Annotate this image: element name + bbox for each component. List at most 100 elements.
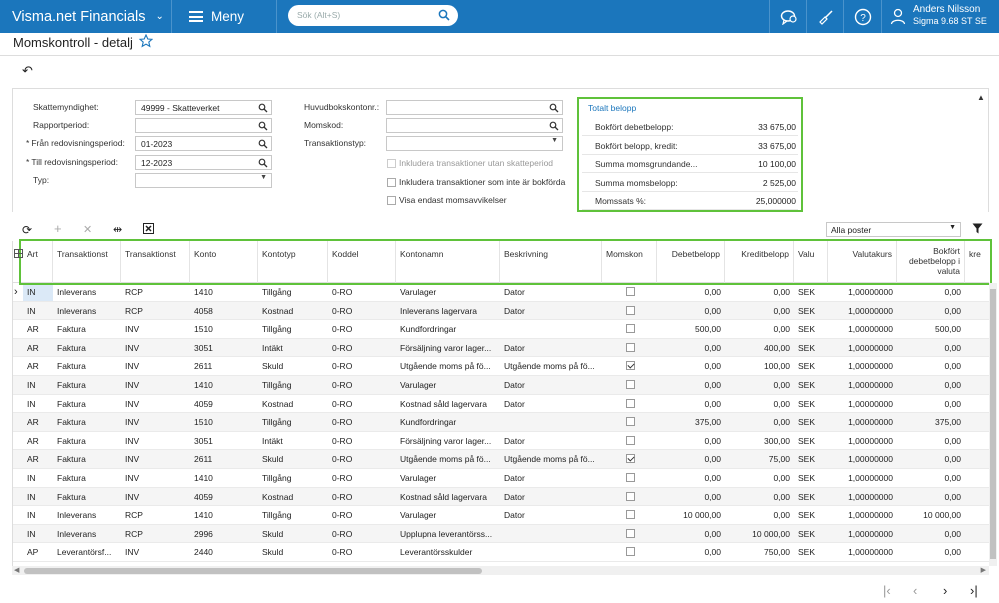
form-field[interactable]: 01-2023 xyxy=(135,136,272,151)
column-header[interactable]: Beskrivning xyxy=(500,241,602,283)
previous-page-icon[interactable]: ‹ xyxy=(913,583,918,598)
lookup-search-icon[interactable] xyxy=(258,158,268,168)
user-menu[interactable]: Anders Nilsson Sigma 9.68 ST SE xyxy=(881,0,999,33)
column-header[interactable]: kre xyxy=(965,241,989,283)
form-field[interactable]: ▼ xyxy=(386,136,563,151)
chat-button[interactable] xyxy=(769,0,807,33)
table-row[interactable]: AR Faktura INV 1510 Tillgång 0-RO Kundfordring… xyxy=(13,320,989,339)
lookup-search-icon[interactable] xyxy=(258,139,268,149)
option-checkbox[interactable] xyxy=(387,159,396,168)
vertical-scroll-thumb[interactable] xyxy=(990,289,996,559)
horizontal-scroll-thumb[interactable] xyxy=(24,568,482,574)
lookup-search-icon[interactable] xyxy=(258,103,268,113)
form-field[interactable]: 49999 - Skatteverket xyxy=(135,100,272,115)
column-header[interactable]: Kreditbelopp xyxy=(725,241,794,283)
column-header[interactable]: Debetbelopp xyxy=(657,241,725,283)
column-header[interactable]: Konto xyxy=(190,241,258,283)
row-checkbox[interactable] xyxy=(625,305,635,315)
fit-columns-icon[interactable]: ⇹ xyxy=(113,224,123,236)
column-header[interactable]: Momskon xyxy=(602,241,657,283)
column-chooser-icon[interactable] xyxy=(14,249,23,258)
table-row[interactable]: AP Leverantörsf... INV 2440 Skuld 0-RO Leveran… xyxy=(13,543,989,562)
row-checkbox[interactable] xyxy=(625,473,635,482)
form-field-value: 01-2023 xyxy=(141,139,173,149)
lookup-search-icon[interactable] xyxy=(549,121,559,131)
table-cell: 0,00 xyxy=(773,510,790,521)
row-checkbox[interactable] xyxy=(625,361,635,371)
row-checkbox[interactable] xyxy=(625,287,635,296)
row-checkbox[interactable] xyxy=(625,435,635,445)
table-cell: Faktura xyxy=(57,491,86,502)
undo-button[interactable]: ↶ xyxy=(22,63,33,79)
column-header[interactable]: Transaktionst xyxy=(53,241,121,283)
row-checkbox[interactable] xyxy=(625,547,635,557)
totals-title[interactable]: Totalt belopp xyxy=(588,103,637,113)
option-checkbox[interactable] xyxy=(387,178,396,187)
column-header[interactable]: Valu xyxy=(794,241,828,283)
table-row[interactable]: IN Faktura INV 1410 Tillgång 0-RO Varulager Dat… xyxy=(13,376,989,395)
refresh-icon[interactable]: ⟳ xyxy=(22,223,33,237)
table-row[interactable]: IN Faktura INV 1410 Tillgång 0-RO Varulager Dat… xyxy=(13,469,989,488)
export-excel-icon[interactable] xyxy=(143,223,154,237)
row-checkbox[interactable] xyxy=(625,454,635,464)
form-field[interactable] xyxy=(386,118,563,133)
filter-icon[interactable] xyxy=(972,223,983,234)
table-cell: 1410 xyxy=(194,287,213,297)
first-page-icon[interactable]: |‹ xyxy=(883,583,891,598)
column-header[interactable]: Transaktionst xyxy=(121,241,190,283)
column-header[interactable]: Art xyxy=(23,241,53,283)
column-header[interactable]: Bokfört debetbelopp i valuta xyxy=(897,241,965,283)
table-cell: 0-RO xyxy=(332,417,353,428)
table-row[interactable]: IN Faktura INV 4059 Kostnad 0-RO Kostnad såld … xyxy=(13,487,989,507)
form-field[interactable] xyxy=(135,118,272,133)
last-page-icon[interactable]: ›| xyxy=(970,583,978,598)
table-cell: IN xyxy=(27,473,36,483)
table-row[interactable]: AR Faktura INV 1510 Tillgång 0-RO Kundfordring… xyxy=(13,413,989,432)
add-row-icon[interactable]: + xyxy=(54,221,62,236)
search-input[interactable]: Sök (Alt+S) xyxy=(288,5,458,26)
table-row[interactable]: IN Inleverans RCP 1410 Tillgång 0-RO Varulager… xyxy=(13,506,989,525)
app-switcher[interactable]: Visma.net Financials ⌄ xyxy=(0,0,172,33)
row-checkbox[interactable] xyxy=(625,342,635,352)
row-checkbox[interactable] xyxy=(625,324,635,334)
form-field[interactable]: ▼ xyxy=(135,173,272,188)
table-row[interactable]: › IN Inleverans RCP 1410 Tillgång 0-RO Varulage… xyxy=(13,283,989,302)
table-row[interactable]: IN Inleverans RCP 2996 Skuld 0-RO Upplupna lev… xyxy=(13,524,989,544)
table-row[interactable]: AR Faktura INV 3051 Intäkt 0-RO Försäljning va… xyxy=(13,432,989,451)
vertical-scrollbar[interactable] xyxy=(989,283,997,566)
favorite-star-icon[interactable] xyxy=(139,34,153,48)
table-row[interactable]: IN Inleverans RCP 4058 Kostnad 0-RO Inleverans… xyxy=(13,301,989,321)
delete-row-icon[interactable]: ✕ xyxy=(83,224,93,236)
column-header[interactable]: Kontonamn xyxy=(396,241,500,283)
table-row[interactable]: AR Faktura INV 2611 Skuld 0-RO Utgående moms p… xyxy=(13,357,989,376)
table-row[interactable]: IN Faktura INV 4059 Kostnad 0-RO Kostnad såld … xyxy=(13,395,989,414)
main-menu-button[interactable]: Meny xyxy=(173,0,277,33)
table-cell: 3051 xyxy=(194,342,213,353)
lookup-search-icon[interactable] xyxy=(549,103,559,113)
table-cell: Faktura xyxy=(57,417,86,428)
row-checkbox[interactable] xyxy=(625,398,635,408)
column-header[interactable]: Valutakurs xyxy=(828,241,897,283)
row-checkbox[interactable] xyxy=(625,528,635,538)
column-header[interactable]: Koddel xyxy=(328,241,396,283)
option-checkbox[interactable] xyxy=(387,196,396,205)
tools-button[interactable] xyxy=(806,0,844,33)
horizontal-scrollbar[interactable]: ◀ ▶ xyxy=(12,566,989,575)
row-checkbox[interactable] xyxy=(625,417,635,427)
collapse-icon[interactable]: ▲ xyxy=(977,93,985,102)
help-button[interactable]: ? xyxy=(843,0,881,33)
filter-select[interactable]: Alla poster ▼ xyxy=(826,222,961,237)
column-header[interactable]: Kontotyp xyxy=(258,241,328,283)
form-field[interactable]: 12-2023 xyxy=(135,155,272,170)
scroll-right-icon[interactable]: ▶ xyxy=(980,567,986,574)
scroll-left-icon[interactable]: ◀ xyxy=(14,567,20,574)
table-cell: Faktura xyxy=(57,361,86,372)
next-page-icon[interactable]: › xyxy=(943,583,948,598)
row-checkbox[interactable] xyxy=(625,380,635,389)
row-checkbox[interactable] xyxy=(625,510,635,520)
form-field[interactable] xyxy=(386,100,563,115)
lookup-search-icon[interactable] xyxy=(258,121,268,131)
table-row[interactable]: AR Faktura INV 2611 Skuld 0-RO Utgående moms p… xyxy=(13,450,989,469)
table-row[interactable]: AR Faktura INV 3051 Intäkt 0-RO Försäljning va… xyxy=(13,338,989,358)
row-checkbox[interactable] xyxy=(625,491,635,501)
